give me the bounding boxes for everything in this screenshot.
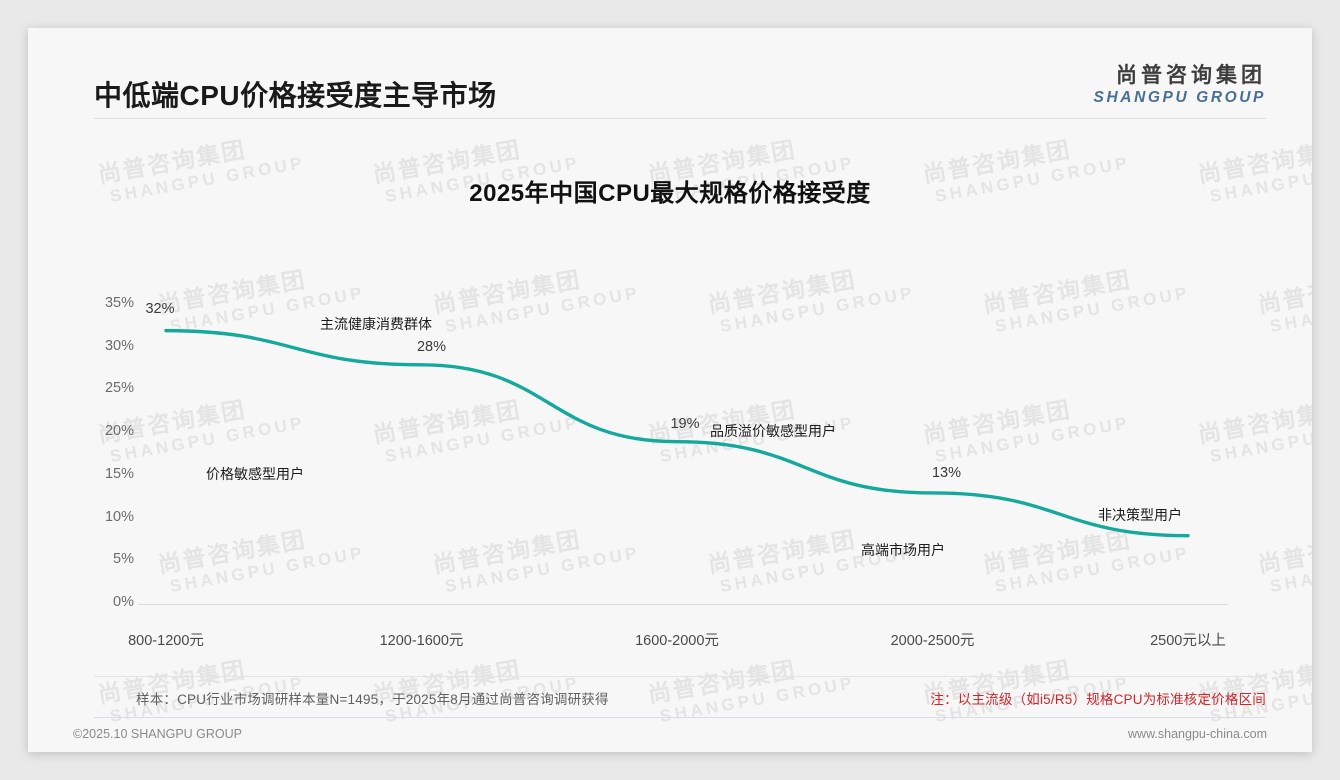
- y-axis-tick-label: 15%: [104, 465, 134, 482]
- data-point-label: 19%: [670, 415, 700, 432]
- x-axis-tick-label: 2000-2500元: [890, 633, 975, 649]
- footer-bar: ©2025.10 SHANGPU GROUP www.shangpu-china…: [28, 721, 1312, 752]
- y-axis-tick-label: 5%: [113, 551, 134, 568]
- page-title: 中低端CPU价格接受度主导市场: [94, 80, 497, 111]
- chart-annotation: 主流健康消费群体: [320, 316, 432, 332]
- slide-card: 尚普咨询集团 SHANGPU GROUP 尚普咨询集团 SHANGPU GROUP 尚普…: [28, 28, 1312, 752]
- x-axis-tick-label: 800-1200元: [128, 633, 204, 649]
- chart-annotation: 价格敏感型用户: [206, 466, 304, 482]
- chart-annotation: 高端市场用户: [861, 542, 945, 558]
- logo-english-text: SHANGPU GROUP: [1093, 89, 1266, 107]
- y-axis-tick-label: 35%: [104, 295, 134, 311]
- footnote-row: 样本：CPU行业市场调研样本量N=1495，于2025年8月通过尚普咨询调研获得…: [94, 676, 1266, 718]
- x-axis-line: [138, 604, 1228, 605]
- data-point-label: 32%: [145, 300, 175, 317]
- data-point-label: 28%: [416, 338, 447, 355]
- slide-header: 中低端CPU价格接受度主导市场 尚普咨询集团 SHANGPU GROUP: [28, 28, 1312, 119]
- y-axis-tick-label: 25%: [104, 380, 134, 397]
- chart-annotation: 非决策型用户: [1098, 507, 1182, 523]
- chart-title: 2025年中国CPU最大规格价格接受度: [469, 180, 871, 207]
- chart-annotation: 品质溢价敏感型用户: [710, 423, 836, 439]
- y-axis-tick-label: 20%: [104, 423, 134, 440]
- copyright-text: ©2025.10 SHANGPU GROUP: [73, 727, 242, 741]
- header-divider: [94, 118, 1266, 119]
- chart-container: 2025年中国CPU最大规格价格接受度 0% 5% 10% 15% 20% 25% 30% 3…: [28, 123, 1312, 668]
- y-axis-tick-label: 10%: [104, 508, 134, 525]
- data-point-label: 13%: [931, 464, 962, 481]
- website-url[interactable]: www.shangpu-china.com: [1128, 727, 1267, 741]
- brand-logo: 尚普咨询集团 SHANGPU GROUP: [1094, 64, 1266, 108]
- sample-note: 样本：CPU行业市场调研样本量N=1495，于2025年8月通过尚普咨询调研获得: [136, 692, 609, 707]
- chart-svg: [164, 328, 1190, 538]
- x-axis-tick-label: 1200-1600元: [379, 633, 464, 649]
- logo-chinese-text: 尚普咨询集团: [1116, 64, 1266, 87]
- methodology-note: 注：以主流级（如i5/R5）规格CPU为标准核定价格区间: [930, 692, 1266, 707]
- y-axis-tick-label: 0%: [113, 594, 134, 610]
- x-axis-tick-label: 1600-2000元: [635, 633, 719, 649]
- line-chart-plot: 0% 5% 10% 15% 20% 25% 30% 35% 800-1200元 1200-1600…: [28, 123, 1312, 668]
- data-series-line: [164, 328, 1190, 538]
- x-axis-tick-label: 2500元以上: [1150, 633, 1226, 649]
- y-axis-tick-label: 30%: [104, 337, 134, 354]
